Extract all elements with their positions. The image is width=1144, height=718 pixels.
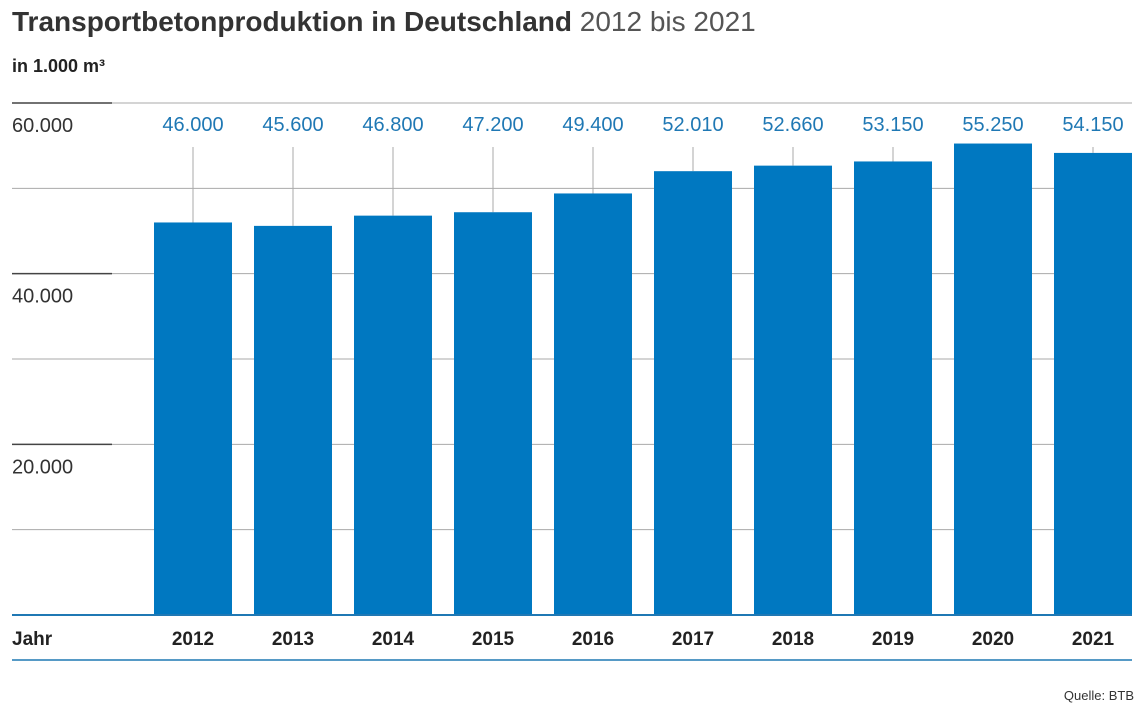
chart-title: Transportbetonproduktion in Deutschland … bbox=[12, 6, 756, 38]
bar-2018 bbox=[754, 165, 832, 615]
category-label: 2016 bbox=[572, 629, 614, 650]
y-tick-label: 40.000 bbox=[12, 286, 73, 308]
bar-2021 bbox=[1054, 152, 1132, 616]
bar-2019 bbox=[854, 161, 932, 615]
category-label: 2019 bbox=[872, 629, 914, 650]
bar-2015 bbox=[454, 212, 532, 615]
x-axis-label: Jahr bbox=[12, 629, 53, 650]
value-label: 52.660 bbox=[762, 114, 823, 136]
chart-title-bold: Transportbetonproduktion in Deutschland bbox=[12, 6, 572, 37]
value-label: 47.200 bbox=[462, 114, 523, 136]
chart-unit: in 1.000 m³ bbox=[12, 56, 106, 76]
category-label: 2015 bbox=[472, 629, 515, 650]
value-label: 46.800 bbox=[362, 114, 423, 136]
y-tick-label: 60.000 bbox=[12, 115, 73, 137]
value-label: 53.150 bbox=[862, 114, 923, 136]
value-label: 49.400 bbox=[562, 114, 623, 136]
value-label: 46.000 bbox=[162, 114, 223, 136]
bar-2012 bbox=[154, 222, 232, 615]
category-label: 2014 bbox=[372, 629, 415, 650]
value-label: 45.600 bbox=[262, 114, 323, 136]
bar-2016 bbox=[554, 193, 632, 615]
category-label: 2013 bbox=[272, 629, 314, 650]
value-label: 52.010 bbox=[662, 114, 723, 136]
bar-2014 bbox=[354, 215, 432, 615]
category-label: 2018 bbox=[772, 629, 814, 650]
chart-title-rest: 2012 bis 2021 bbox=[579, 6, 756, 37]
value-label: 54.150 bbox=[1062, 114, 1123, 136]
category-label: 2020 bbox=[972, 629, 1014, 650]
y-tick-label: 20.000 bbox=[12, 456, 73, 478]
category-label: 2021 bbox=[1072, 629, 1115, 650]
bar-2020 bbox=[954, 143, 1032, 616]
bar-2013 bbox=[254, 225, 332, 615]
category-label: 2012 bbox=[172, 629, 214, 650]
bar-2017 bbox=[654, 171, 732, 615]
category-label: 2017 bbox=[672, 629, 714, 650]
value-label: 55.250 bbox=[962, 114, 1023, 136]
source-note: Quelle: BTB bbox=[1063, 688, 1134, 703]
